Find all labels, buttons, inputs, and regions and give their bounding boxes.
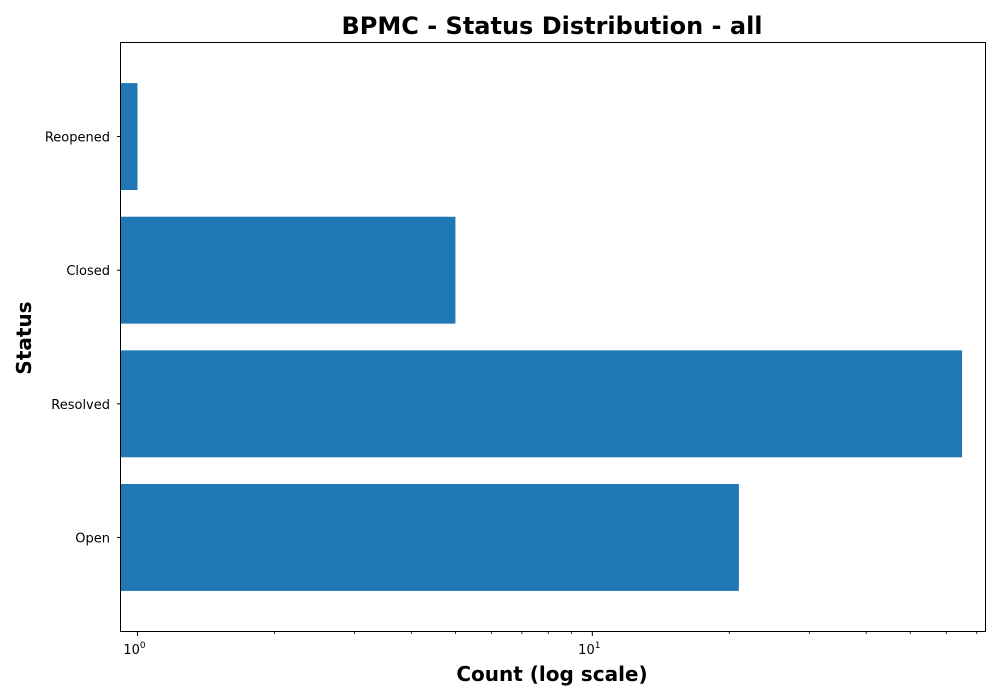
plot-frame xyxy=(120,42,986,632)
y-tick-label-closed: Closed xyxy=(66,264,110,279)
y-tick-label-open: Open xyxy=(75,531,110,546)
x-tick-label: 101 xyxy=(578,641,600,658)
y-axis-label: Status xyxy=(12,301,36,374)
bars-group xyxy=(121,83,963,591)
y-tick-label-reopened: Reopened xyxy=(45,131,110,146)
y-tick-label-resolved: Resolved xyxy=(51,398,110,413)
chart-title: BPMC - Status Distribution - all xyxy=(341,12,762,40)
x-tick-label: 100 xyxy=(123,641,146,658)
x-axis-label: Count (log scale) xyxy=(456,662,647,686)
y-ticks-group: Open Resolved Closed Reopened xyxy=(45,131,121,546)
bar-closed xyxy=(121,216,456,324)
bar-reopened xyxy=(121,83,138,190)
bar-open xyxy=(121,484,739,591)
x-ticks-group: 100 101 xyxy=(123,631,978,658)
bar-resolved xyxy=(121,350,963,458)
